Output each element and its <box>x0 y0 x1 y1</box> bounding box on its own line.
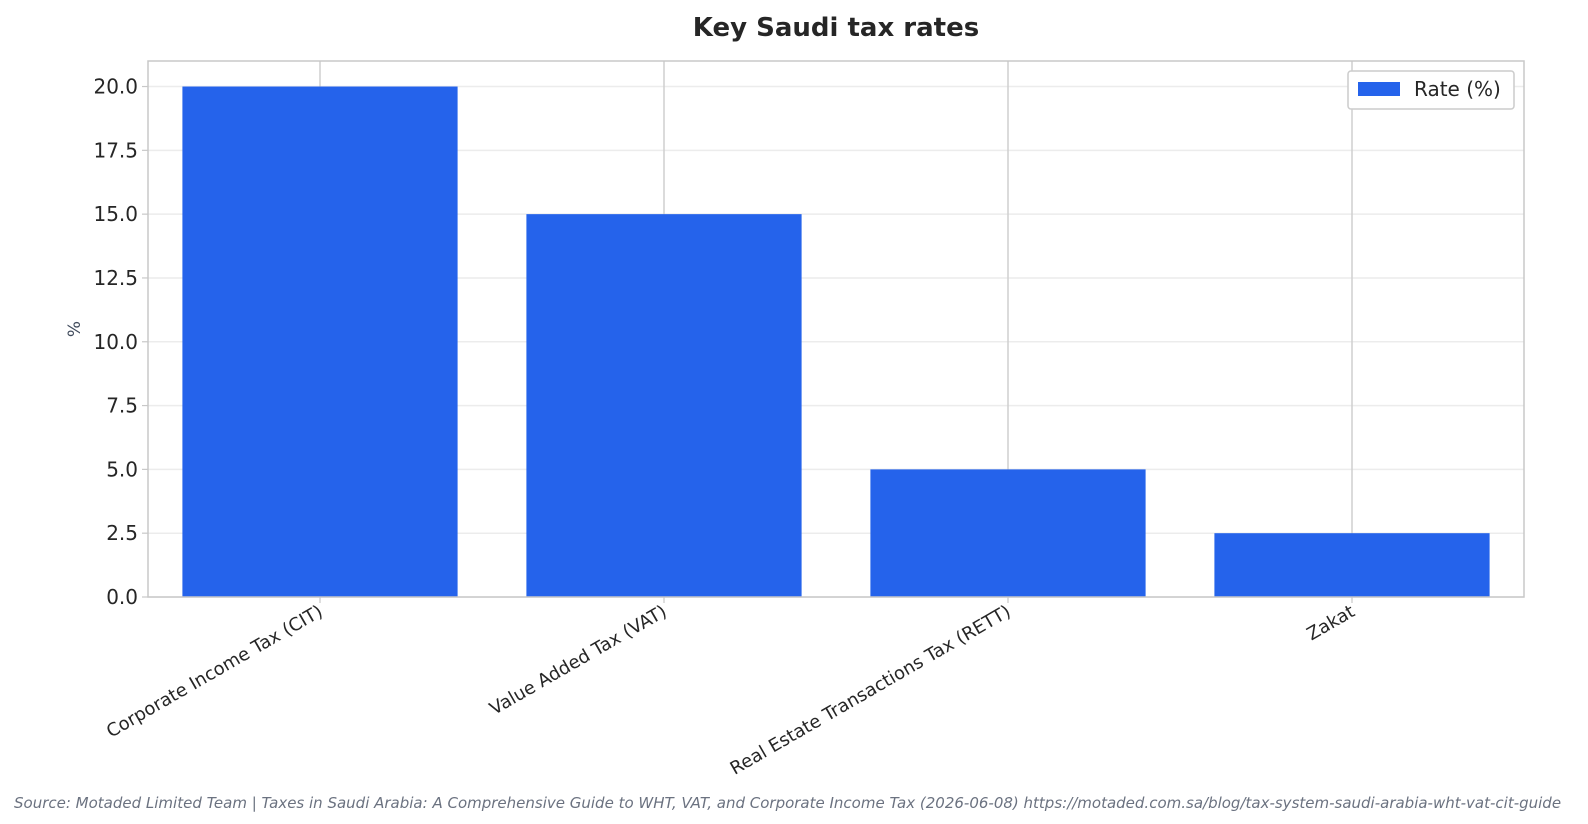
y-tick-label: 2.5 <box>106 521 138 545</box>
source-note: Source: Motaded Limited Team | Taxes in … <box>14 794 1561 812</box>
bar <box>1214 533 1490 597</box>
y-axis-label: % <box>65 321 85 337</box>
bar <box>526 214 802 597</box>
y-tick-label: 12.5 <box>93 266 138 290</box>
x-tick-label: Real Estate Transactions Tax (RETT) <box>727 601 1015 779</box>
x-tick-label: Zakat <box>1303 601 1358 645</box>
legend-swatch <box>1358 82 1400 96</box>
y-axis-ticks: 0.0 2.5 5.0 7.5 10.0 12.5 15.0 17.5 20.0 <box>93 75 148 609</box>
y-tick-label: 15.0 <box>93 202 138 226</box>
y-tick-label: 17.5 <box>93 138 138 162</box>
chart-title: Key Saudi tax rates <box>693 13 979 43</box>
x-tick-label: Corporate Income Tax (CIT) <box>103 601 327 742</box>
bar <box>182 86 458 598</box>
legend-label: Rate (%) <box>1414 77 1501 101</box>
legend: Rate (%) <box>1347 70 1515 110</box>
bar <box>870 469 1146 597</box>
plot-frame <box>147 60 1525 598</box>
x-tick-label: Value Added Tax (VAT) <box>486 601 670 720</box>
y-tick-label: 5.0 <box>106 457 138 481</box>
legend-box <box>1347 70 1515 110</box>
x-axis-ticks: Corporate Income Tax (CIT) Value Added Ta… <box>103 597 1359 779</box>
y-tick-label: 0.0 <box>106 585 138 609</box>
y-tick-label: 10.0 <box>93 330 138 354</box>
y-tick-label: 7.5 <box>106 394 138 418</box>
y-tick-label: 20.0 <box>93 75 138 99</box>
bars <box>182 86 1490 598</box>
